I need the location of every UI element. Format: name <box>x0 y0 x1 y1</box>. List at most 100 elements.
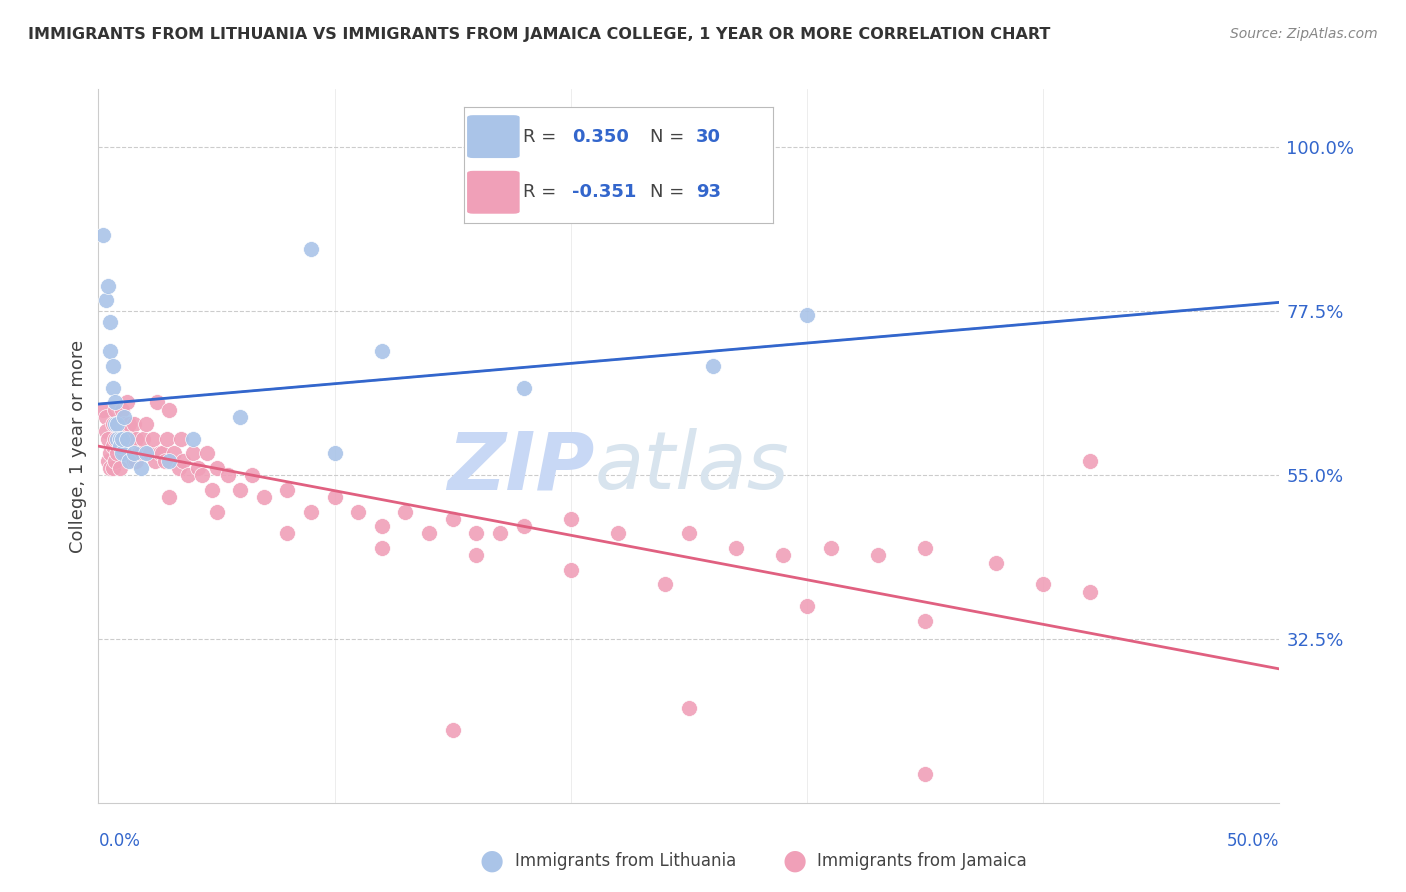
Point <box>914 614 936 628</box>
Point <box>98 344 121 359</box>
Point <box>347 504 370 518</box>
Point <box>97 453 120 467</box>
Text: Immigrants from Jamaica: Immigrants from Jamaica <box>817 852 1026 870</box>
Text: 50.0%: 50.0% <box>1227 832 1279 850</box>
Text: R =: R = <box>523 183 562 202</box>
Text: Immigrants from Lithuania: Immigrants from Lithuania <box>515 852 735 870</box>
FancyBboxPatch shape <box>467 115 520 158</box>
Point <box>371 541 394 555</box>
Point <box>105 446 128 460</box>
Point <box>489 526 512 541</box>
Point <box>172 453 194 467</box>
Point <box>205 460 228 475</box>
Point <box>111 432 134 446</box>
Point <box>725 541 748 555</box>
Text: ●: ● <box>479 847 505 875</box>
Point <box>108 432 131 446</box>
Point <box>104 432 127 446</box>
Point <box>371 344 394 359</box>
Point <box>94 409 117 424</box>
Point <box>163 446 186 460</box>
Text: IMMIGRANTS FROM LITHUANIA VS IMMIGRANTS FROM JAMAICA COLLEGE, 1 YEAR OR MORE COR: IMMIGRANTS FROM LITHUANIA VS IMMIGRANTS … <box>28 27 1050 42</box>
Point <box>299 504 322 518</box>
Point <box>118 453 141 467</box>
Point <box>914 766 936 780</box>
Point <box>108 460 131 475</box>
FancyBboxPatch shape <box>467 171 520 214</box>
Text: N =: N = <box>650 183 689 202</box>
Point <box>1032 577 1054 591</box>
Point <box>101 381 124 395</box>
Point <box>112 409 135 424</box>
Point <box>139 446 162 460</box>
Point <box>181 432 204 446</box>
Point <box>129 460 152 475</box>
Point <box>195 446 218 460</box>
Point <box>181 446 204 460</box>
Point <box>112 446 135 460</box>
Point <box>702 359 724 373</box>
Point <box>142 432 165 446</box>
Point <box>115 432 138 446</box>
Point <box>465 526 488 541</box>
Point <box>323 490 346 504</box>
Point <box>91 227 114 242</box>
Point <box>101 359 124 373</box>
Point <box>229 409 252 424</box>
Point <box>323 446 346 460</box>
Point <box>654 577 676 591</box>
Y-axis label: College, 1 year or more: College, 1 year or more <box>69 340 87 552</box>
Text: N =: N = <box>650 128 689 145</box>
Point <box>512 381 534 395</box>
Point <box>121 432 143 446</box>
Point <box>105 417 128 432</box>
Point <box>115 432 138 446</box>
Point <box>299 243 322 257</box>
Point <box>97 432 120 446</box>
Point <box>104 402 127 417</box>
Point <box>441 512 464 526</box>
Point <box>177 468 200 483</box>
Point <box>143 453 166 467</box>
Point <box>125 453 148 467</box>
Point <box>122 453 145 467</box>
Point <box>128 446 150 460</box>
Point <box>104 453 127 467</box>
Point <box>115 395 138 409</box>
Text: 0.350: 0.350 <box>572 128 628 145</box>
Point <box>98 315 121 329</box>
Point <box>118 417 141 432</box>
Point <box>101 417 124 432</box>
Point <box>441 723 464 737</box>
Point <box>394 504 416 518</box>
Point <box>157 490 180 504</box>
Point <box>111 402 134 417</box>
Point <box>187 460 209 475</box>
Point <box>560 512 582 526</box>
Point <box>94 293 117 308</box>
Point <box>607 526 630 541</box>
Point <box>101 460 124 475</box>
Point <box>217 468 239 483</box>
Text: R =: R = <box>523 128 562 145</box>
Text: ZIP: ZIP <box>447 428 595 507</box>
Point <box>157 402 180 417</box>
Point <box>253 490 276 504</box>
Point <box>129 446 152 460</box>
Point <box>371 519 394 533</box>
Point <box>156 432 179 446</box>
Point <box>108 432 131 446</box>
Text: Source: ZipAtlas.com: Source: ZipAtlas.com <box>1230 27 1378 41</box>
Point <box>122 417 145 432</box>
Point <box>678 701 700 715</box>
Point <box>205 504 228 518</box>
Point <box>512 519 534 533</box>
Text: 0.0%: 0.0% <box>98 832 141 850</box>
Point <box>136 446 159 460</box>
Text: 93: 93 <box>696 183 721 202</box>
Point <box>229 483 252 497</box>
Point <box>276 483 298 497</box>
Point <box>167 460 190 475</box>
Point <box>125 432 148 446</box>
Text: -0.351: -0.351 <box>572 183 637 202</box>
